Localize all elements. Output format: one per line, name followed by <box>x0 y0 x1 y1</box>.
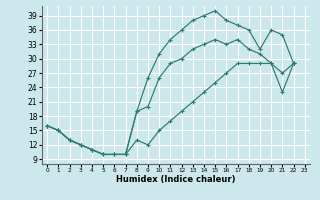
X-axis label: Humidex (Indice chaleur): Humidex (Indice chaleur) <box>116 175 236 184</box>
